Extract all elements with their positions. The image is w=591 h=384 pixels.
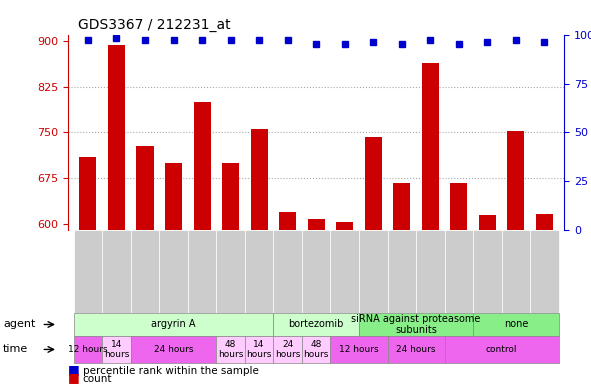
Text: percentile rank within the sample: percentile rank within the sample [83,366,259,376]
Text: agent: agent [3,319,35,329]
Text: count: count [83,374,112,384]
Text: argyrin A: argyrin A [151,319,196,329]
Bar [193,102,210,384]
Text: ■: ■ [68,371,80,384]
Bar [336,222,353,384]
Bar [507,131,524,384]
Text: 12 hours: 12 hours [68,345,108,354]
Text: bortezomib: bortezomib [288,319,344,329]
Text: 48
hours: 48 hours [304,340,329,359]
Bar [536,214,553,384]
Text: 24
hours: 24 hours [275,340,300,359]
Text: 12 hours: 12 hours [339,345,379,354]
Bar [450,183,467,384]
Bar [251,129,268,384]
Bar [165,163,182,384]
Text: control: control [486,345,517,354]
Text: GDS3367 / 212231_at: GDS3367 / 212231_at [78,18,230,32]
Text: 14
hours: 14 hours [104,340,129,359]
Text: siRNA against proteasome
subunits: siRNA against proteasome subunits [352,314,480,335]
Text: none: none [504,319,528,329]
Bar [108,45,125,384]
Bar [308,219,324,384]
Text: 14
hours: 14 hours [246,340,272,359]
Text: ■: ■ [68,362,80,376]
Text: 24 hours: 24 hours [154,345,193,354]
Bar [422,63,439,384]
Text: 48
hours: 48 hours [218,340,243,359]
Bar [137,146,154,384]
Text: 24 hours: 24 hours [397,345,436,354]
Bar [79,157,96,384]
Text: time: time [3,344,28,354]
Bar [479,215,496,384]
Bar [365,137,382,384]
Bar [279,212,296,384]
Bar [393,183,410,384]
Bar [222,163,239,384]
